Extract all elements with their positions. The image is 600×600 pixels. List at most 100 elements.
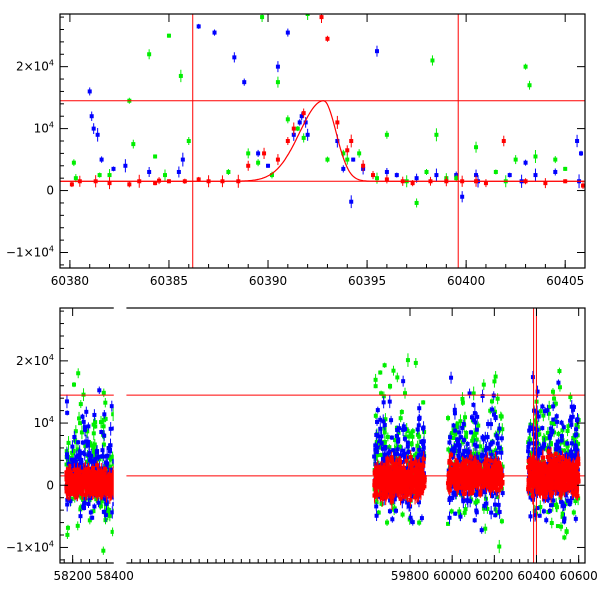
bottom-data-point-green	[379, 391, 384, 396]
bottom-data-point-red	[66, 486, 71, 491]
bottom-data-point-blue	[473, 492, 478, 497]
bottom-data-point-red	[78, 469, 83, 474]
top-data-point-blue	[299, 114, 304, 119]
top-data-point-blue	[99, 157, 104, 162]
bottom-data-point-blue	[457, 430, 462, 435]
bottom-data-point-green	[497, 544, 502, 549]
top-data-point-blue	[123, 163, 128, 168]
bottom-data-point-blue	[392, 497, 397, 502]
top-data-point-blue	[91, 126, 96, 131]
bottom-data-point-blue	[108, 443, 113, 448]
bottom-data-point-blue	[474, 508, 479, 513]
bottom-data-point-blue	[456, 440, 461, 445]
bottom-data-point-red	[378, 482, 383, 487]
bottom-data-point-blue	[481, 459, 486, 464]
bottom-data-point-green	[110, 529, 115, 534]
bottom-data-point-red	[390, 465, 395, 470]
bottom-data-point-blue	[407, 465, 412, 470]
bottom-data-point-red	[95, 479, 100, 484]
top-data-point-blue	[256, 151, 261, 156]
bottom-data-point-red	[412, 474, 417, 479]
bottom-data-point-blue	[373, 447, 378, 452]
bottom-data-point-blue	[109, 467, 114, 472]
bottom-data-point-red	[106, 489, 111, 494]
bottom-data-point-green	[92, 442, 97, 447]
bottom-data-point-blue	[405, 444, 410, 449]
bottom-data-point-blue	[84, 409, 89, 414]
bottom-data-point-blue	[85, 439, 90, 444]
bottom-data-point-red	[464, 458, 469, 463]
bottom-data-point-green	[71, 382, 76, 387]
top-data-point-red	[319, 15, 324, 20]
bottom-data-point-blue	[375, 408, 380, 413]
bottom-data-point-red	[488, 488, 493, 493]
bottom-data-point-red	[399, 478, 404, 483]
bottom-data-point-green	[374, 440, 379, 445]
bottom-data-point-red	[497, 488, 502, 493]
top-data-point-blue	[579, 151, 584, 156]
bottom-data-point-red	[372, 493, 377, 498]
bottom-data-point-red	[415, 481, 420, 486]
bottom-data-point-red	[396, 474, 401, 479]
bottom-data-point-blue	[476, 489, 481, 494]
top-data-point-blue	[460, 194, 465, 199]
bottom-data-point-green	[455, 421, 460, 426]
top-data-point-green	[345, 157, 350, 162]
bottom-data-point-green	[64, 462, 69, 467]
bottom-data-point-red	[393, 484, 398, 489]
bottom-data-point-red	[387, 487, 392, 492]
top-data-point-green	[226, 169, 231, 174]
bottom-data-point-green	[457, 509, 462, 514]
top-data-point-green	[178, 73, 183, 78]
bottom-data-point-red	[446, 484, 451, 489]
bottom-data-point-green	[403, 391, 408, 396]
top-y-tick-label: 104	[34, 121, 54, 136]
bottom-data-point-green	[67, 459, 72, 464]
bottom-data-point-green	[446, 447, 451, 452]
bottom-data-point-blue	[88, 510, 93, 515]
bottom-data-point-green	[382, 439, 387, 444]
top-data-point-red	[581, 183, 585, 188]
bottom-data-point-green	[73, 438, 78, 443]
bottom-data-point-blue	[487, 446, 492, 451]
bottom-data-point-blue	[387, 399, 392, 404]
bottom-data-point-red	[383, 467, 388, 472]
top-x-tick-label: 60405	[546, 274, 584, 288]
bottom-data-point-blue	[94, 465, 99, 470]
bottom-data-point-blue	[99, 454, 104, 459]
bottom-data-point-green	[463, 415, 468, 420]
top-data-point-green	[71, 160, 76, 165]
bottom-data-point-red	[99, 493, 104, 498]
bottom-data-point-blue	[479, 528, 484, 533]
top-data-point-red	[371, 173, 376, 178]
top-data-point-green	[97, 173, 102, 178]
bottom-data-point-red	[111, 472, 116, 477]
bottom-data-point-red	[408, 455, 413, 460]
bottom-data-point-red	[492, 476, 497, 481]
top-data-point-green	[430, 58, 435, 63]
bottom-data-point-blue	[102, 412, 107, 417]
top-data-point-blue	[147, 169, 152, 174]
bottom-data-point-green	[77, 416, 82, 421]
bottom-data-point-red	[380, 486, 385, 491]
bottom-data-point-green	[409, 441, 414, 446]
bottom-data-point-green	[483, 526, 488, 531]
top-axes-frame	[59, 13, 586, 269]
bottom-data-point-green	[107, 464, 112, 469]
bottom-data-point-green	[400, 512, 405, 517]
bottom-data-point-red	[384, 494, 389, 499]
bottom-data-point-red	[80, 489, 85, 494]
bottom-data-point-blue	[73, 459, 78, 464]
bottom-data-point-blue	[381, 419, 386, 424]
bottom-data-point-red	[420, 483, 425, 488]
bottom-data-point-green	[412, 453, 417, 458]
bottom-data-point-red	[385, 456, 390, 461]
bottom-data-point-red	[385, 459, 390, 464]
bottom-data-point-red	[86, 466, 91, 471]
bottom-data-point-green	[101, 548, 106, 553]
bottom-data-point-blue	[451, 491, 456, 496]
top-data-point-green	[186, 139, 191, 143]
bottom-data-point-red	[388, 492, 393, 497]
bottom-data-point-green	[106, 508, 111, 513]
